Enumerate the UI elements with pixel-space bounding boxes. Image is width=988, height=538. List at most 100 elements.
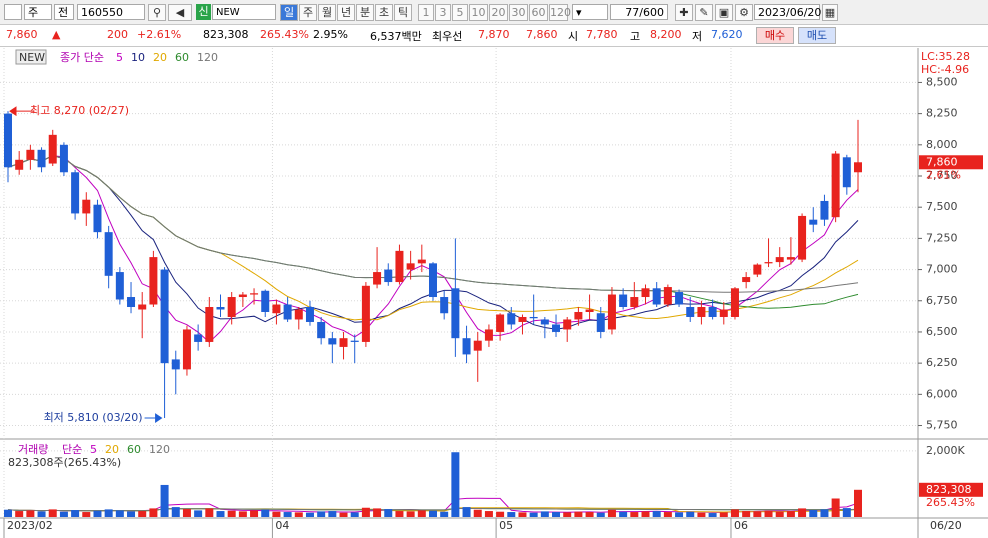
candle-body — [496, 314, 505, 332]
volume-bar — [730, 509, 739, 517]
volume-bar — [675, 512, 684, 517]
legend-entry: 120 — [197, 51, 218, 64]
last-volume-ratio: 265.43% — [926, 496, 975, 509]
candle-body — [138, 304, 147, 310]
settings-button[interactable]: ⚙ — [735, 4, 753, 21]
minute-button[interactable]: 1 — [418, 4, 434, 21]
period-button[interactable]: 일 — [280, 4, 298, 21]
candle-body — [250, 293, 259, 295]
candle-body — [272, 304, 281, 314]
count: 77/600 — [610, 4, 668, 20]
volume-bar — [574, 511, 583, 517]
min-arrow — [144, 413, 163, 423]
code-input[interactable]: 160550 — [77, 4, 145, 20]
candle-body — [384, 269, 393, 283]
sound-button[interactable]: ◀ — [168, 4, 192, 21]
volume-bar — [854, 489, 862, 517]
volume-bar — [115, 510, 124, 517]
sell-button[interactable]: 매도 — [798, 27, 836, 44]
candle-body — [160, 269, 169, 364]
candle-body — [429, 263, 437, 298]
period-button[interactable]: 분 — [356, 4, 374, 21]
volume-bar — [552, 512, 561, 517]
minute-button[interactable]: 30 — [509, 4, 528, 21]
y-tick-label: 8,500 — [926, 75, 958, 88]
candle-body — [518, 316, 527, 322]
candle-body — [93, 204, 102, 233]
candle-body — [574, 311, 583, 320]
legend-entry: 20 — [105, 443, 119, 456]
candle-body — [686, 307, 695, 317]
date-input[interactable]: 2023/06/20 — [754, 4, 821, 20]
dropdown[interactable]: ▾ — [572, 4, 608, 20]
volume-bar — [596, 512, 605, 517]
candle-body — [540, 319, 549, 325]
candle-body — [227, 297, 236, 317]
period-button[interactable]: 월 — [318, 4, 336, 21]
tool-button[interactable]: ✎ — [695, 4, 713, 21]
turnover: 2.95% — [313, 28, 348, 41]
calendar-button[interactable]: ▦ — [822, 4, 838, 21]
minute-button[interactable]: 20 — [489, 4, 508, 21]
candle-body — [440, 297, 449, 314]
legend-entry: 5 — [116, 51, 123, 64]
volume-bar — [238, 511, 247, 517]
candle-body — [171, 359, 180, 370]
candle-body — [842, 157, 851, 188]
y-tick-label: 6,000 — [926, 387, 958, 400]
candle-body — [361, 285, 370, 342]
y-tick-label: 6,500 — [926, 325, 958, 338]
tool-button[interactable]: ✚ — [675, 4, 693, 21]
candle-body — [675, 292, 684, 305]
volume-bar — [104, 509, 113, 517]
volume-bar — [630, 512, 639, 517]
volume-bar — [842, 508, 851, 517]
minute-button[interactable]: 120 — [549, 4, 571, 21]
name-input[interactable]: NEW — [212, 4, 276, 20]
market-select[interactable]: 주 — [24, 4, 52, 20]
volume-bar — [339, 512, 348, 517]
candle-body — [753, 264, 762, 275]
quote-bar: 7,860 ▲ 200 +2.61% 823,308 265.43% 2.95%… — [0, 25, 988, 47]
minute-button[interactable]: 10 — [469, 4, 488, 21]
volume-bar — [708, 513, 717, 517]
legend-entry: 20 — [153, 51, 167, 64]
minute-button[interactable]: 60 — [529, 4, 548, 21]
change: 200 — [107, 28, 128, 41]
legend-title: 종가 단순 — [60, 51, 104, 64]
save-button[interactable]: ▣ — [715, 4, 733, 21]
period-button[interactable]: 틱 — [394, 4, 412, 21]
badge-text: NEW — [19, 51, 45, 64]
volume-bar — [350, 512, 359, 517]
candle-body — [831, 153, 840, 218]
candle-body — [194, 334, 203, 342]
volume-bar — [473, 509, 482, 517]
volume-summary: 823,308주(265.43%) — [8, 456, 121, 469]
icon[interactable] — [4, 4, 22, 20]
candle-body — [809, 219, 818, 225]
y-tick-label: 8,000 — [926, 138, 958, 151]
candle-body — [630, 297, 639, 308]
volume-bar — [261, 509, 270, 517]
badge: 신 — [196, 4, 211, 20]
minute-button[interactable]: 3 — [435, 4, 451, 21]
candle-body — [71, 172, 80, 214]
volume-bar — [361, 507, 370, 517]
candle-body — [697, 307, 706, 317]
period-button[interactable]: 년 — [337, 4, 355, 21]
y-tick-label: 2,000K — [926, 444, 965, 457]
y-tick-label: 5,750 — [926, 419, 958, 432]
candle-body — [238, 294, 247, 298]
period-button[interactable]: 초 — [375, 4, 393, 21]
legend-entry: 5 — [90, 443, 97, 456]
search-button[interactable]: ⚲ — [148, 4, 166, 21]
candle-body — [854, 162, 862, 173]
period-button[interactable]: 주 — [299, 4, 317, 21]
buy-button[interactable]: 매수 — [756, 27, 794, 44]
high-label: 고 — [630, 30, 641, 43]
kind[interactable]: 전 — [54, 4, 74, 20]
minute-button[interactable]: 5 — [452, 4, 468, 21]
volume-bar — [272, 511, 281, 517]
candle-body — [37, 149, 46, 168]
